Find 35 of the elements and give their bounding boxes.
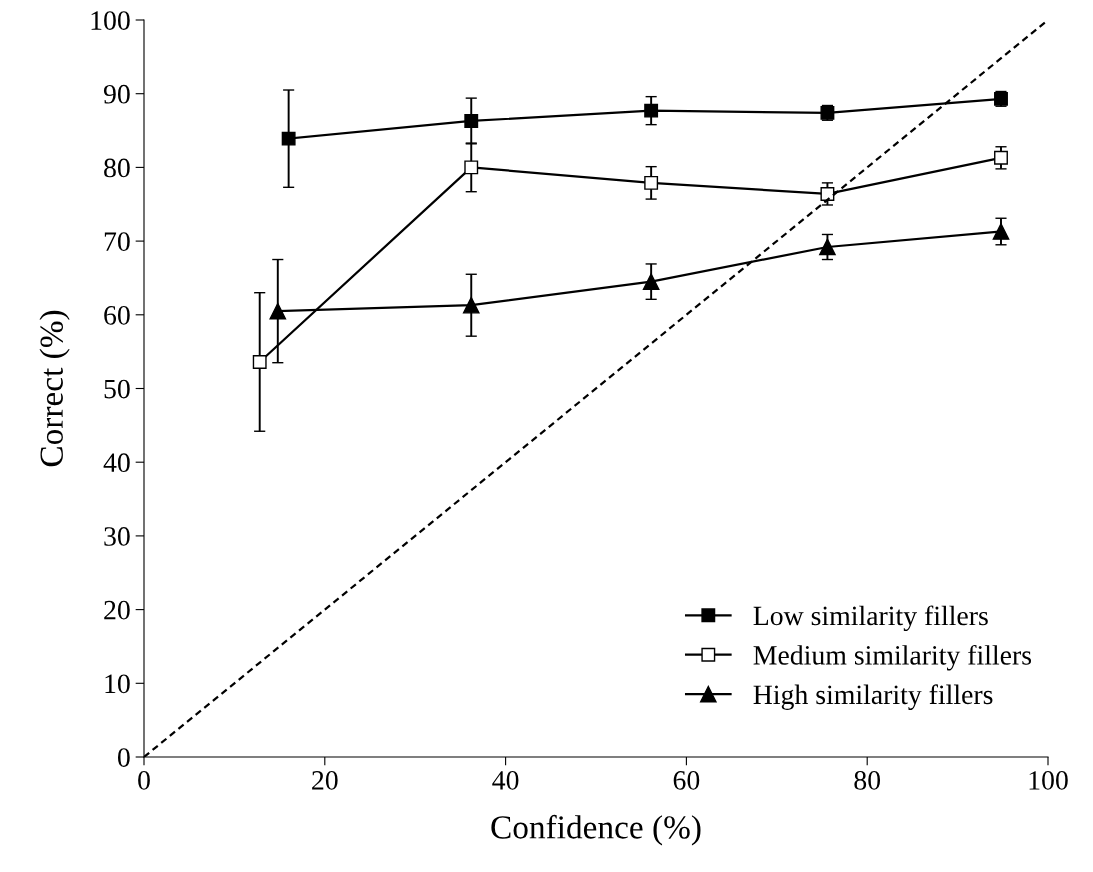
point — [992, 223, 1010, 240]
x-tick-label: 60 — [673, 771, 700, 790]
point — [642, 273, 660, 290]
point — [644, 175, 659, 190]
point — [464, 160, 479, 175]
legend-label: Low similarity fillers — [753, 605, 988, 632]
point — [281, 131, 296, 146]
y-tick-label: 70 — [104, 232, 130, 252]
y-tick-label: 50 — [104, 379, 130, 399]
y-tick-label: 80 — [104, 158, 130, 178]
legend-label: Medium similarity fillers — [753, 644, 1032, 671]
point — [994, 150, 1008, 165]
point — [644, 103, 659, 118]
y-tick-label: 100 — [91, 11, 130, 30]
y-tick-label: 40 — [103, 453, 130, 473]
x-tick-label: 0 — [138, 771, 150, 790]
x-tick-label: 20 — [312, 771, 338, 790]
y-axis-title: Correct (%) — [39, 310, 70, 467]
x-axis-title: Confidence (%) — [491, 814, 701, 846]
y-tick-label: 90 — [103, 84, 130, 104]
point — [820, 186, 835, 201]
y-tick-label: 60 — [104, 305, 130, 325]
y-tick-label: 10 — [105, 674, 130, 694]
y-tick-label: 30 — [104, 527, 130, 546]
point — [462, 296, 480, 314]
legend-label: High similarity fillers — [753, 684, 993, 710]
x-tick-label: 40 — [492, 771, 519, 790]
y-tick-label: 20 — [104, 600, 130, 620]
y-tick-label: 0 — [117, 748, 130, 767]
point — [269, 302, 287, 320]
point — [819, 238, 836, 256]
x-tick-label: 100 — [1029, 771, 1068, 790]
point — [464, 114, 479, 128]
point — [252, 355, 267, 369]
x-tick-label: 80 — [854, 771, 881, 790]
